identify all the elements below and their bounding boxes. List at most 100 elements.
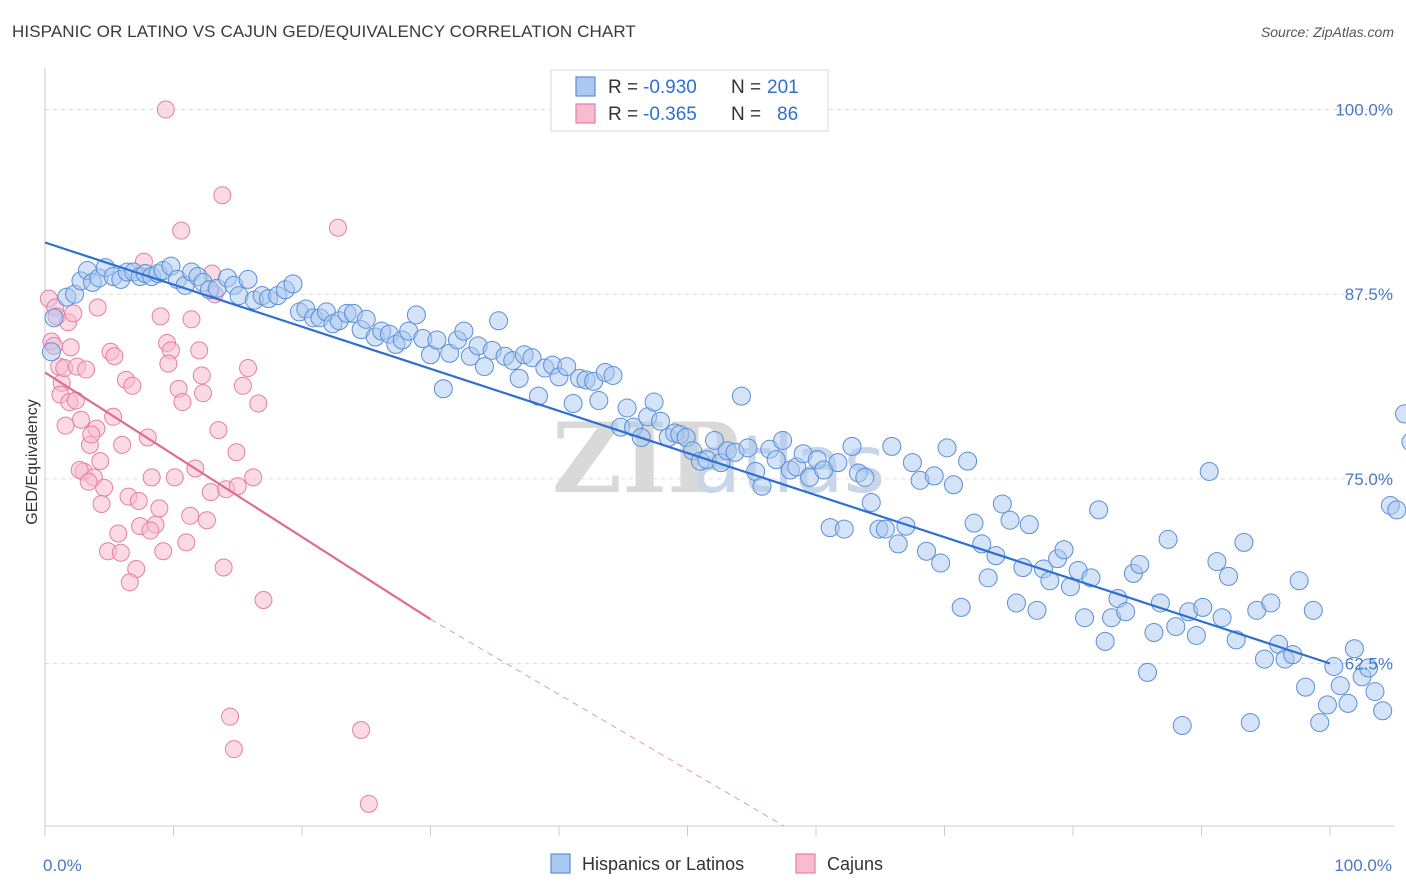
cajun-point-61 — [56, 416, 75, 435]
cajun-point-82 — [352, 720, 371, 739]
series-legend-swatch-cajuns — [795, 853, 816, 874]
hispanic-point-161 — [1144, 622, 1164, 642]
hispanic-point-129 — [924, 466, 944, 486]
hispanic-point-182 — [1289, 571, 1309, 591]
hispanic-point-175 — [1240, 713, 1260, 733]
hispanic-point-137 — [978, 568, 998, 588]
legend-r-value-cajuns: -0.365 — [643, 104, 697, 125]
series-legend-swatch-hispanics — [550, 853, 571, 874]
hispanic-point-148 — [1054, 540, 1074, 560]
y-tick-label-0: 100.0% — [1335, 101, 1393, 120]
stats-legend: R = -0.930 N = 201 R = -0.365 N = 86 — [550, 69, 829, 132]
chart-title: HISPANIC OR LATINO VS CAJUN GED/EQUIVALE… — [12, 22, 636, 41]
series-legend-label-hispanics: Hispanics or Latinos — [582, 854, 744, 874]
hispanic-point-142 — [1013, 557, 1033, 577]
cajun-point-22 — [105, 347, 124, 366]
cajun-point-72 — [151, 307, 170, 326]
hispanic-point-131 — [937, 438, 957, 458]
cajun-point-59 — [254, 590, 273, 609]
cajun-point-78 — [214, 558, 233, 577]
legend-swatch-cajuns — [575, 103, 596, 124]
hispanic-point-157 — [1116, 602, 1136, 622]
hispanic-point-196 — [1387, 500, 1406, 520]
hispanic-point-135 — [964, 513, 984, 533]
hispanic-point-0 — [41, 342, 61, 362]
legend-swatch-hispanics — [575, 76, 596, 97]
hispanic-point-84 — [617, 398, 637, 418]
y-tick-label-3: 62.5% — [1345, 655, 1393, 674]
cajun-point-68 — [111, 543, 130, 562]
hispanic-point-120 — [861, 492, 881, 512]
hispanic-point-124 — [888, 534, 908, 554]
cajun-point-44 — [190, 341, 209, 360]
hispanic-point-88 — [644, 392, 664, 412]
hispanic-point-130 — [931, 553, 951, 573]
cajun-point-47 — [201, 483, 220, 502]
hispanic-point-106 — [766, 450, 786, 470]
hispanic-point-152 — [1081, 568, 1101, 588]
hispanic-point-163 — [1158, 529, 1178, 549]
hispanic-point-57 — [433, 379, 453, 399]
hispanic-point-144 — [1027, 600, 1047, 620]
cajun-point-46 — [197, 511, 216, 530]
hispanic-point-133 — [951, 597, 971, 617]
hispanic-point-70 — [522, 348, 542, 368]
hispanic-point-128 — [917, 541, 937, 561]
hispanic-point-183 — [1296, 677, 1316, 697]
hispanic-point-153 — [1089, 500, 1109, 520]
hispanic-point-185 — [1310, 713, 1330, 733]
cajun-point-14 — [77, 360, 96, 379]
hispanic-point-122 — [875, 519, 895, 539]
legend-n-value-cajuns: 86 — [777, 104, 798, 125]
cajun-point-57 — [244, 468, 263, 487]
cajun-point-67 — [92, 494, 111, 513]
hispanic-point-190 — [1344, 639, 1364, 659]
hispanics-points — [41, 256, 1406, 736]
hispanic-point-119 — [855, 467, 875, 487]
hispanic-point-168 — [1193, 597, 1213, 617]
series-legend: Hispanics or Latinos Cajuns — [550, 853, 883, 874]
hispanic-point-134 — [958, 451, 978, 471]
cajun-point-75 — [182, 310, 201, 329]
hispanics-trend-line — [44, 241, 1331, 665]
hispanic-point-116 — [834, 519, 854, 539]
cajun-point-69 — [120, 573, 139, 592]
hispanic-point-56 — [427, 330, 447, 350]
hispanic-point-186 — [1317, 695, 1337, 715]
hispanic-point-167 — [1186, 625, 1206, 645]
cajun-point-63 — [66, 391, 85, 410]
hispanic-point-75 — [557, 357, 577, 377]
legend-r-value-hispanics: -0.930 — [643, 77, 697, 98]
hispanic-point-125 — [896, 516, 916, 536]
hispanic-point-193 — [1365, 682, 1385, 702]
hispanic-point-174 — [1234, 532, 1254, 552]
hispanic-point-189 — [1338, 693, 1358, 713]
cajun-point-38 — [165, 468, 184, 487]
hispanic-point-143 — [1019, 515, 1039, 535]
series-legend-label-cajuns: Cajuns — [827, 854, 883, 874]
cajun-point-71 — [141, 521, 160, 540]
hispanic-point-170 — [1207, 552, 1227, 572]
hispanic-point-198 — [1401, 433, 1406, 451]
cajun-point-80 — [156, 100, 175, 119]
cajun-point-32 — [142, 468, 161, 487]
cajun-point-35 — [154, 542, 173, 561]
hispanic-point-188 — [1330, 676, 1350, 696]
cajuns-trend-extension — [430, 618, 785, 827]
hispanic-point-139 — [992, 494, 1012, 514]
cajun-point-65 — [79, 472, 98, 491]
hispanic-point-159 — [1130, 555, 1150, 575]
hispanic-point-160 — [1138, 662, 1158, 682]
hispanic-point-164 — [1166, 617, 1186, 637]
hispanic-point-123 — [882, 436, 902, 456]
cajun-point-58 — [249, 394, 268, 413]
hispanic-point-151 — [1075, 608, 1095, 628]
cajun-point-70 — [129, 492, 148, 511]
hispanic-point-177 — [1254, 649, 1274, 669]
hispanic-point-140 — [1000, 510, 1020, 530]
cajun-point-76 — [192, 366, 211, 385]
hispanic-point-192 — [1359, 658, 1379, 678]
hispanic-point-165 — [1172, 716, 1192, 736]
hispanic-point-197 — [1395, 404, 1406, 424]
hispanic-point-178 — [1261, 593, 1281, 613]
